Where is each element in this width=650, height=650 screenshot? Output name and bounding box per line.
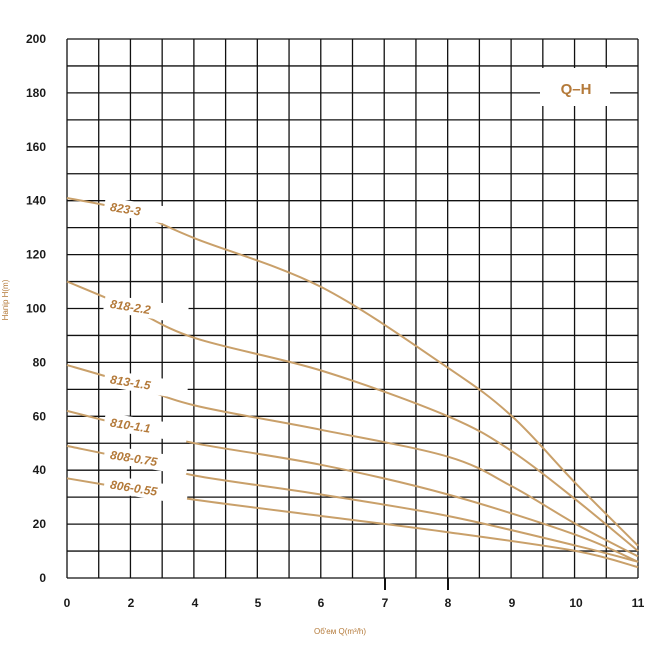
curve-label-808-0.75: 808-0.75 [103,444,189,475]
curve-label-text: 823-3 [109,200,142,219]
curve-label-text: 813-1.5 [109,372,152,392]
y-tick-label: 120 [26,248,46,262]
x-tick-labels: 0 2 4 5 6 7 8 9 10 11 [64,578,645,610]
y-tick-label: 180 [26,86,46,100]
curve-label-818-2.2: 818-2.2 [103,294,189,324]
x-axis-label: Об'ем Q(m³/h) [314,627,366,636]
y-tick-label: 100 [26,302,46,316]
y-tick-label: 20 [33,517,47,531]
curve-labels: 823-3 818-2.2 813-1.5 810-1.1 808-0.75806-0.… [103,197,189,505]
curve-label-text: 810-1.1 [109,416,152,436]
x-tick-label: 9 [509,596,516,610]
y-tick-label: 80 [33,355,47,369]
curve-label-bg [103,294,189,324]
x-tick-label: 11 [632,596,645,610]
chart-title: Q–H [561,81,592,98]
y-tick-label: 60 [33,409,47,423]
x-tick-label: 8 [445,596,452,610]
curve-label-bg [103,197,189,227]
x-tick-label: 0 [64,596,71,610]
x-tick-label: 6 [318,596,325,610]
x-tick-label: 10 [569,596,583,610]
curve-label-bg [103,412,189,443]
curve-label-bg [103,444,189,475]
curve-label-bg [103,369,189,400]
y-axis-label: Напір H(m) [1,279,10,320]
y-tick-labels: 0 20 40 60 80 100 120 140 160 180 200 [26,32,46,585]
curve-label-813-1.5: 813-1.5 [103,369,189,400]
curve-label-810-1.1: 810-1.1 [103,412,189,443]
y-tick-label: 200 [26,32,46,46]
title-box [540,68,610,106]
x-tick-label: 7 [382,596,389,610]
curve-label-bg [103,474,189,505]
x-tick-label: 4 [192,596,199,610]
y-tick-label: 160 [26,140,46,154]
x-tick-label: 2 [128,596,135,610]
curve-label-823-3: 823-3 [103,197,189,227]
curve-label-text: 818-2.2 [109,297,152,317]
y-tick-label: 140 [26,194,46,208]
x-tick-label: 5 [255,596,262,610]
y-tick-label: 0 [39,571,46,585]
y-tick-label: 40 [33,463,47,477]
curve-label-806-0.55: 806-0.55 [103,474,189,505]
